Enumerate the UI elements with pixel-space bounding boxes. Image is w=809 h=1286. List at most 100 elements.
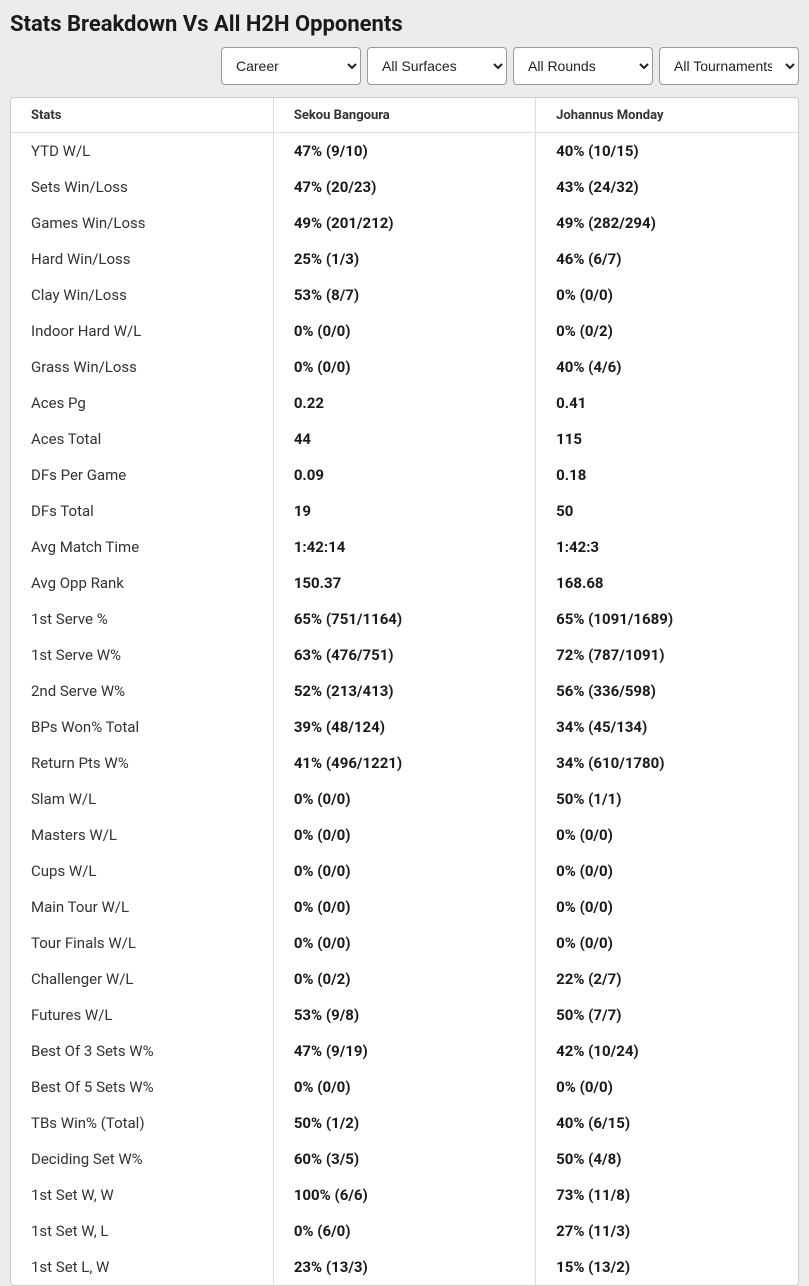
player1-value: 25% (1/3) xyxy=(273,241,535,277)
table-row: 1st Serve W%63% (476/751)72% (787/1091) xyxy=(11,637,798,673)
player2-value: 73% (11/8) xyxy=(536,1177,798,1213)
stat-label: Aces Total xyxy=(11,421,273,457)
table-row: Indoor Hard W/L0% (0/0)0% (0/2) xyxy=(11,313,798,349)
stats-table-container: Stats Sekou Bangoura Johannus Monday YTD… xyxy=(10,97,799,1286)
player1-value: 39% (48/124) xyxy=(273,709,535,745)
stat-label: 1st Set L, W xyxy=(11,1249,273,1285)
player2-value: 40% (4/6) xyxy=(536,349,798,385)
player2-value: 0% (0/0) xyxy=(536,925,798,961)
filter-tournament-select[interactable]: All Tournaments xyxy=(659,47,799,85)
player2-value: 22% (2/7) xyxy=(536,961,798,997)
stat-label: Avg Opp Rank xyxy=(11,565,273,601)
stat-label: Main Tour W/L xyxy=(11,889,273,925)
player1-value: 49% (201/212) xyxy=(273,205,535,241)
player1-value: 0% (0/0) xyxy=(273,853,535,889)
player1-value: 0% (0/2) xyxy=(273,961,535,997)
table-row: Best Of 3 Sets W%47% (9/19)42% (10/24) xyxy=(11,1033,798,1069)
player1-value: 60% (3/5) xyxy=(273,1141,535,1177)
player2-value: 56% (336/598) xyxy=(536,673,798,709)
col-header-player2: Johannus Monday xyxy=(536,98,798,133)
table-header-row: Stats Sekou Bangoura Johannus Monday xyxy=(11,98,798,133)
stat-label: Aces Pg xyxy=(11,385,273,421)
player1-value: 52% (213/413) xyxy=(273,673,535,709)
table-row: 2nd Serve W%52% (213/413)56% (336/598) xyxy=(11,673,798,709)
stat-label: Challenger W/L xyxy=(11,961,273,997)
filter-time-select[interactable]: Career xyxy=(221,47,361,85)
player2-value: 0% (0/0) xyxy=(536,853,798,889)
table-row: Clay Win/Loss53% (8/7)0% (0/0) xyxy=(11,277,798,313)
player1-value: 150.37 xyxy=(273,565,535,601)
filter-round-select[interactable]: All Rounds xyxy=(513,47,653,85)
stat-label: 2nd Serve W% xyxy=(11,673,273,709)
table-row: Cups W/L0% (0/0)0% (0/0) xyxy=(11,853,798,889)
stat-label: Futures W/L xyxy=(11,997,273,1033)
player1-value: 47% (9/10) xyxy=(273,133,535,170)
col-header-player1: Sekou Bangoura xyxy=(273,98,535,133)
player2-value: 50% (4/8) xyxy=(536,1141,798,1177)
player2-value: 0% (0/0) xyxy=(536,277,798,313)
table-body: YTD W/L47% (9/10)40% (10/15)Sets Win/Los… xyxy=(11,133,798,1286)
player2-value: 50% (7/7) xyxy=(536,997,798,1033)
stat-label: Avg Match Time xyxy=(11,529,273,565)
stat-label: Best Of 3 Sets W% xyxy=(11,1033,273,1069)
table-row: 1st Set W, L0% (6/0)27% (11/3) xyxy=(11,1213,798,1249)
player1-value: 47% (20/23) xyxy=(273,169,535,205)
player1-value: 0% (0/0) xyxy=(273,889,535,925)
table-row: Grass Win/Loss0% (0/0)40% (4/6) xyxy=(11,349,798,385)
player2-value: 27% (11/3) xyxy=(536,1213,798,1249)
stat-label: Sets Win/Loss xyxy=(11,169,273,205)
player1-value: 0% (0/0) xyxy=(273,781,535,817)
table-row: Tour Finals W/L0% (0/0)0% (0/0) xyxy=(11,925,798,961)
stats-table: Stats Sekou Bangoura Johannus Monday YTD… xyxy=(11,98,798,1285)
player1-value: 0% (0/0) xyxy=(273,349,535,385)
player1-value: 53% (8/7) xyxy=(273,277,535,313)
table-row: Slam W/L0% (0/0)50% (1/1) xyxy=(11,781,798,817)
stat-label: Grass Win/Loss xyxy=(11,349,273,385)
table-row: Return Pts W%41% (496/1221)34% (610/1780… xyxy=(11,745,798,781)
table-row: Futures W/L53% (9/8)50% (7/7) xyxy=(11,997,798,1033)
stat-label: TBs Win% (Total) xyxy=(11,1105,273,1141)
table-row: Masters W/L0% (0/0)0% (0/0) xyxy=(11,817,798,853)
table-row: YTD W/L47% (9/10)40% (10/15) xyxy=(11,133,798,170)
table-row: Deciding Set W%60% (3/5)50% (4/8) xyxy=(11,1141,798,1177)
player1-value: 1:42:14 xyxy=(273,529,535,565)
player1-value: 100% (6/6) xyxy=(273,1177,535,1213)
player2-value: 50 xyxy=(536,493,798,529)
player2-value: 0% (0/0) xyxy=(536,817,798,853)
player1-value: 0.09 xyxy=(273,457,535,493)
stat-label: Best Of 5 Sets W% xyxy=(11,1069,273,1105)
player1-value: 65% (751/1164) xyxy=(273,601,535,637)
player2-value: 42% (10/24) xyxy=(536,1033,798,1069)
table-row: Games Win/Loss49% (201/212)49% (282/294) xyxy=(11,205,798,241)
player1-value: 41% (496/1221) xyxy=(273,745,535,781)
filter-surface-select[interactable]: All Surfaces xyxy=(367,47,507,85)
page-title: Stats Breakdown Vs All H2H Opponents xyxy=(0,0,809,47)
table-row: DFs Per Game0.090.18 xyxy=(11,457,798,493)
player1-value: 23% (13/3) xyxy=(273,1249,535,1285)
player2-value: 72% (787/1091) xyxy=(536,637,798,673)
stat-label: Deciding Set W% xyxy=(11,1141,273,1177)
player1-value: 0% (0/0) xyxy=(273,925,535,961)
table-row: Best Of 5 Sets W%0% (0/0)0% (0/0) xyxy=(11,1069,798,1105)
player2-value: 0% (0/0) xyxy=(536,1069,798,1105)
table-row: DFs Total1950 xyxy=(11,493,798,529)
player1-value: 0.22 xyxy=(273,385,535,421)
stat-label: 1st Set W, W xyxy=(11,1177,273,1213)
stat-label: Tour Finals W/L xyxy=(11,925,273,961)
table-row: Challenger W/L0% (0/2)22% (2/7) xyxy=(11,961,798,997)
stat-label: Return Pts W% xyxy=(11,745,273,781)
player2-value: 40% (10/15) xyxy=(536,133,798,170)
player2-value: 15% (13/2) xyxy=(536,1249,798,1285)
player1-value: 63% (476/751) xyxy=(273,637,535,673)
player1-value: 19 xyxy=(273,493,535,529)
stat-label: DFs Per Game xyxy=(11,457,273,493)
player2-value: 34% (610/1780) xyxy=(536,745,798,781)
stat-label: YTD W/L xyxy=(11,133,273,170)
table-row: Avg Opp Rank150.37168.68 xyxy=(11,565,798,601)
table-row: 1st Set W, W100% (6/6)73% (11/8) xyxy=(11,1177,798,1213)
player1-value: 0% (0/0) xyxy=(273,817,535,853)
player2-value: 43% (24/32) xyxy=(536,169,798,205)
player1-value: 53% (9/8) xyxy=(273,997,535,1033)
col-header-stat: Stats xyxy=(11,98,273,133)
table-row: TBs Win% (Total)50% (1/2)40% (6/15) xyxy=(11,1105,798,1141)
